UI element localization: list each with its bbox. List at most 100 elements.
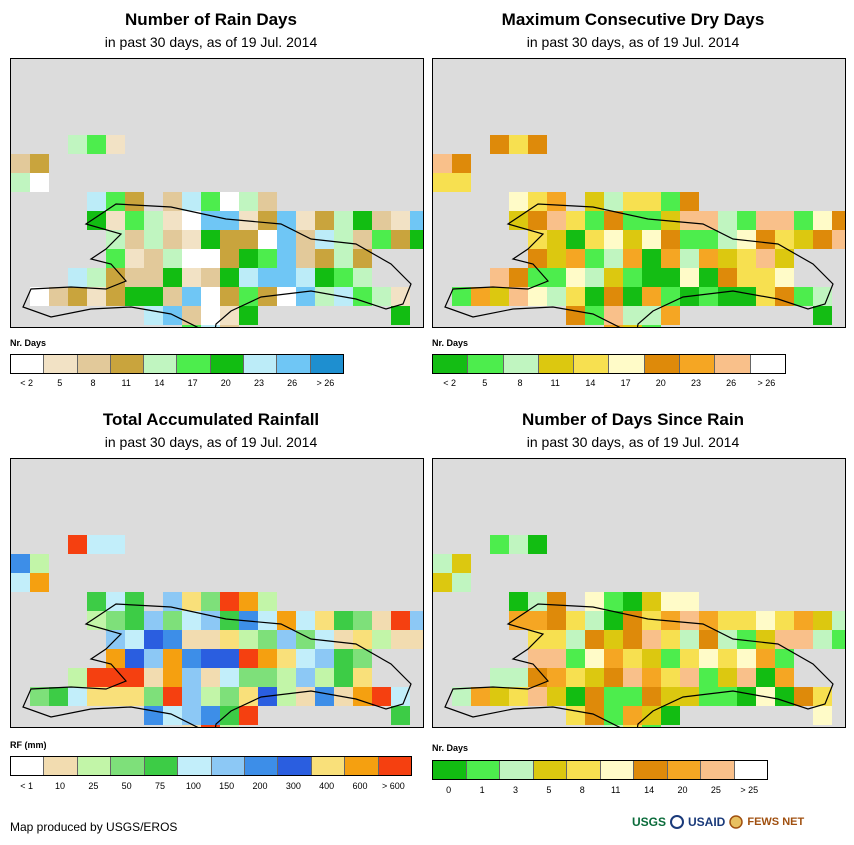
map-cell [452,573,471,592]
legend-label: 26 [287,378,298,388]
map-total-rainfall[interactable] [10,458,424,728]
map-cell [566,249,585,268]
map-cell [49,287,68,306]
legend-swatch [77,757,112,775]
map-cell [220,725,239,727]
map-cell [623,725,642,727]
map-cell [623,611,642,630]
map-cell [125,649,144,668]
map-cell [718,287,737,306]
map-cell [794,287,813,306]
map-cell [391,211,410,230]
legend-label: 11 [611,785,621,795]
map-cell [220,706,239,725]
map-cell [391,611,410,630]
map-cell [775,287,794,306]
map-cell [125,230,144,249]
map-cell [182,211,201,230]
legend-label: < 2 [20,378,33,388]
map-cell [315,230,334,249]
map-cell [452,687,471,706]
legend-label: 300 [285,781,301,791]
map-cell [296,268,315,287]
legend-label: 5 [57,378,63,388]
map-cell [547,211,566,230]
map-cell [220,592,239,611]
map-cell [201,630,220,649]
map-cell [699,630,718,649]
legend-swatch [177,355,211,373]
legend-label: 100 [185,781,201,791]
legend-swatch [11,757,45,775]
map-cell [623,706,642,725]
map-cell [201,287,220,306]
map-rain-days[interactable] [10,58,424,328]
map-cell [699,211,718,230]
map-cell [372,287,391,306]
legend-label: 11 [550,378,560,388]
map-cell [718,649,737,668]
map-cell [11,554,30,573]
map-cell [106,135,125,154]
map-cell [106,649,125,668]
legend-swatch [311,757,346,775]
map-cell [201,706,220,725]
legend-label: 14 [585,378,596,388]
legend-labels: < 2 5 8 11 14 17 20 23 26 > 26 [10,378,342,390]
panel-title: Total Accumulated Rainfall [102,410,320,429]
map-cell [87,687,106,706]
map-cell [604,668,623,687]
map-days-since-rain[interactable] [432,458,846,728]
map-cell [509,687,528,706]
map-max-dry-days[interactable] [432,58,846,328]
map-cell [623,192,642,211]
map-cell [258,249,277,268]
map-cell [604,211,623,230]
map-cell [737,268,756,287]
legend-label: < 2 [443,378,456,388]
legend-label: 20 [220,378,231,388]
map-cell [528,535,547,554]
map-cell [756,230,775,249]
map-cell [775,668,794,687]
map-cell [144,211,163,230]
legend-days-since-rain [432,760,768,780]
map-cell [756,611,775,630]
map-cell [201,649,220,668]
map-cell [163,706,182,725]
map-cell [106,211,125,230]
map-cell [125,611,144,630]
map-cell [604,192,623,211]
map-cell [680,668,699,687]
legend-swatch [567,761,601,779]
legend-label: 0 [446,785,452,795]
map-cell [182,306,201,325]
map-cell [201,611,220,630]
map-cell [315,649,334,668]
map-cell [680,611,699,630]
map-cell [604,725,623,727]
map-cell [144,268,163,287]
map-cell [737,611,756,630]
map-cell [87,268,106,287]
legend-swatch [178,757,212,775]
map-cell [585,668,604,687]
map-cell [258,630,277,649]
map-cell [452,554,471,573]
map-cell [220,211,239,230]
map-cell [718,611,737,630]
map-cell [566,668,585,687]
map-cell [144,630,163,649]
legend-title: Nr. Days [10,338,47,348]
legend-swatch [533,761,567,779]
map-cell [106,192,125,211]
map-cell [547,687,566,706]
map-cell [623,230,642,249]
legend-label: 17 [187,378,198,388]
panel-rain-days: Number of Rain Days in past 30 days, as … [0,0,424,400]
map-cell [258,268,277,287]
map-cell [30,573,49,592]
map-cell [163,249,182,268]
map-cell [391,630,410,649]
map-cell [68,135,87,154]
